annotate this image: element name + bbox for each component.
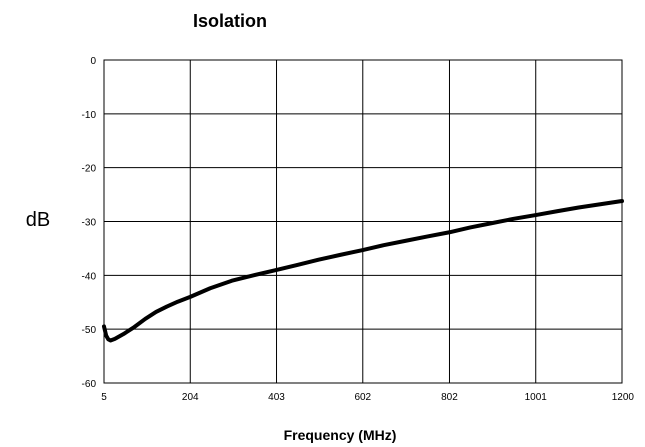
x-tick-label: 602 [354,392,371,403]
grid [104,60,622,383]
chart-title: Isolation [193,11,267,31]
x-tick-label: 403 [268,392,285,403]
x-tick-label: 5 [101,392,107,403]
x-axis-title: Frequency (MHz) [284,427,397,443]
series-line-isolation [102,199,624,343]
x-tick-label: 204 [182,392,199,403]
y-tick-label: -50 [82,325,97,336]
plot-area [103,59,623,384]
y-tick-label: -40 [82,271,97,282]
y-tick-label: -20 [82,164,97,175]
y-tick-label: -30 [82,218,97,229]
x-axis-ticks: 5 204 403 602 802 1001 1200 [101,392,634,403]
y-tick-label: -60 [82,379,97,390]
x-tick-label: 802 [441,392,458,403]
y-tick-label: 0 [90,56,96,67]
y-axis-title: dB [26,209,50,231]
x-tick-label: 1200 [612,392,635,403]
y-axis-ticks: 0 -10 -20 -30 -40 -50 -60 [82,56,97,390]
x-tick-label: 1001 [525,392,548,403]
y-tick-label: -10 [82,110,97,121]
